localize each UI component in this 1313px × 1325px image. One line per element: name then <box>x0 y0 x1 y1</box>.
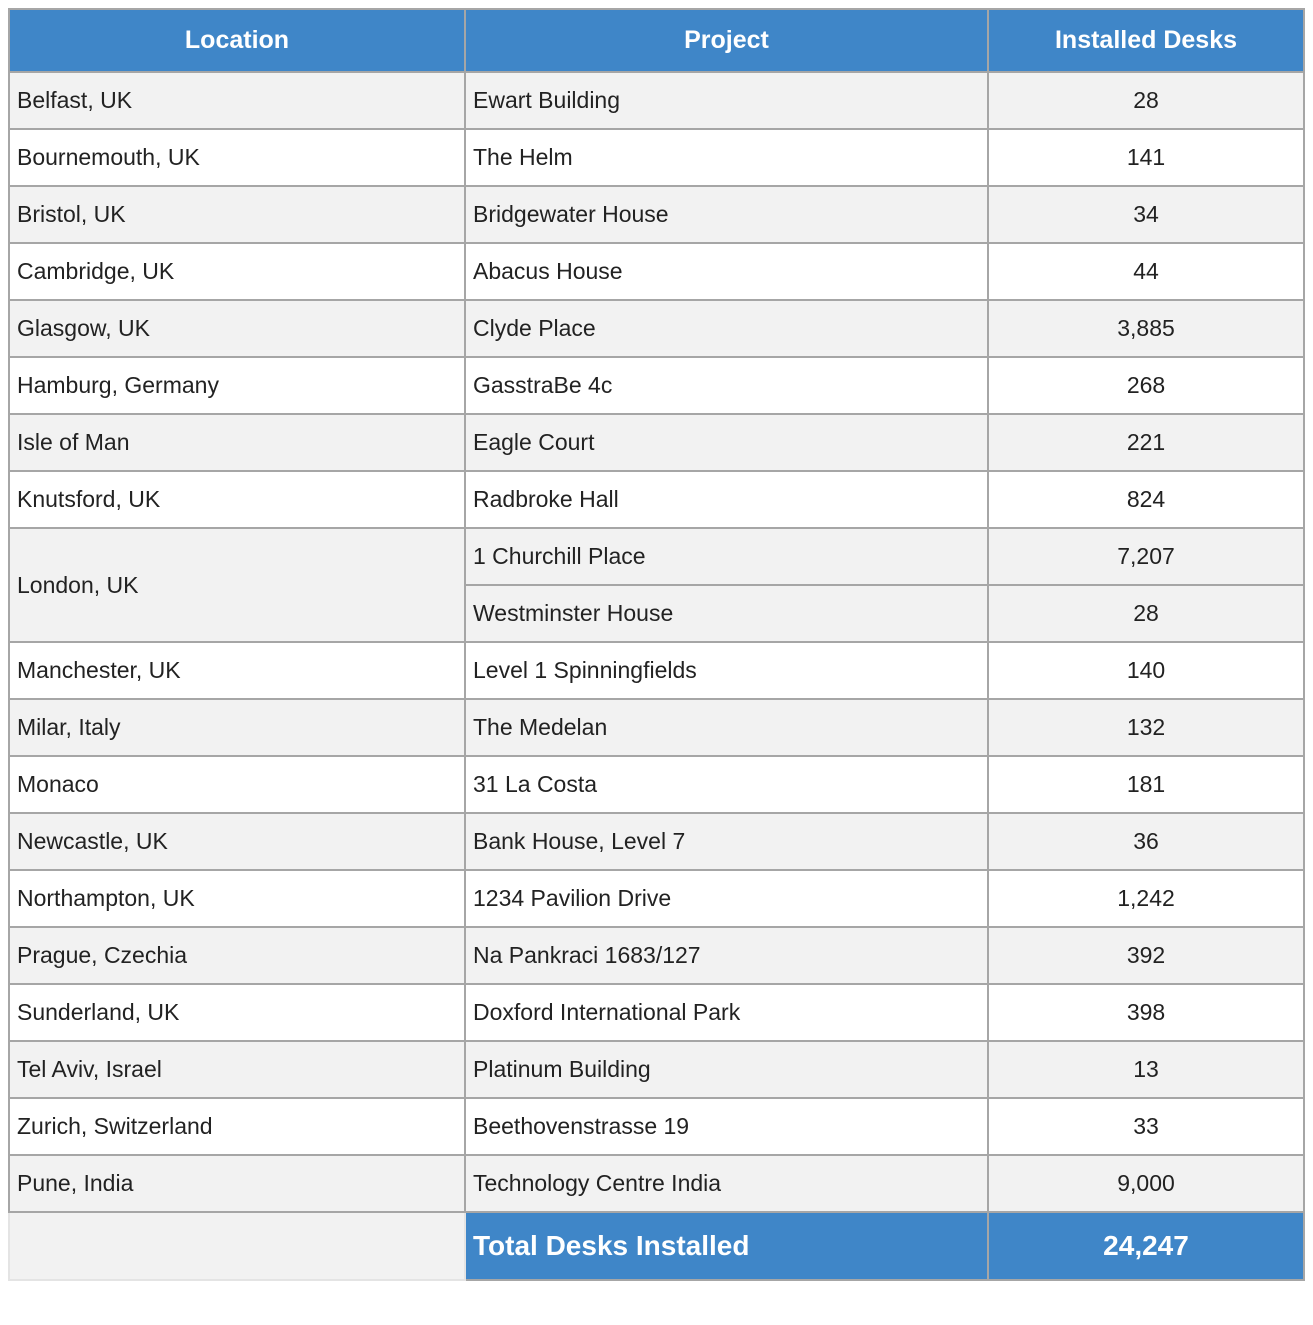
desks-cell: 7,207 <box>987 527 1305 586</box>
total-value: 24,247 <box>987 1211 1305 1281</box>
desks-cell: 36 <box>987 812 1305 871</box>
project-cell: Bank House, Level 7 <box>464 812 989 871</box>
header-row: Location Project Installed Desks <box>8 8 1305 73</box>
desks-cell: 3,885 <box>987 299 1305 358</box>
project-cell: Beethovenstrasse 19 <box>464 1097 989 1156</box>
empty-cell <box>8 1211 466 1281</box>
table-row: Cambridge, UK Abacus House 44 <box>8 242 1305 301</box>
desks-cell: 392 <box>987 926 1305 985</box>
project-cell: Platinum Building <box>464 1040 989 1099</box>
location-cell: Northampton, UK <box>8 869 466 928</box>
table-row: Hamburg, Germany GasstraBe 4c 268 <box>8 356 1305 415</box>
location-cell: Cambridge, UK <box>8 242 466 301</box>
desks-cell: 221 <box>987 413 1305 472</box>
desks-cell: 1,242 <box>987 869 1305 928</box>
table-row: Newcastle, UK Bank House, Level 7 36 <box>8 812 1305 871</box>
desks-cell: 141 <box>987 128 1305 187</box>
desks-cell: 28 <box>987 71 1305 130</box>
desks-cell: 824 <box>987 470 1305 529</box>
desks-cell: 181 <box>987 755 1305 814</box>
project-cell: 31 La Costa <box>464 755 989 814</box>
table-row: Isle of Man Eagle Court 221 <box>8 413 1305 472</box>
table-row: London, UK 1 Churchill Place 7,207 <box>8 527 1305 643</box>
project-cell: Level 1 Spinningfields <box>464 641 989 700</box>
location-cell: Manchester, UK <box>8 641 466 700</box>
project-cell: Doxford International Park <box>464 983 989 1042</box>
location-cell: Pune, India <box>8 1154 466 1213</box>
total-label: Total Desks Installed <box>464 1211 989 1281</box>
header-cell: Installed Desks <box>987 8 1305 73</box>
total-row: Total Desks Installed 24,247 <box>8 1211 1305 1281</box>
location-cell: Monaco <box>8 755 466 814</box>
location-cell: Hamburg, Germany <box>8 356 466 415</box>
project-cell: Radbroke Hall <box>464 470 989 529</box>
table-row: Bournemouth, UK The Helm 141 <box>8 128 1305 187</box>
table-row: Sunderland, UK Doxford International Park… <box>8 983 1305 1042</box>
table-row: Manchester, UK Level 1 Spinningfields 140 <box>8 641 1305 700</box>
table-row: Milar, Italy The Medelan 132 <box>8 698 1305 757</box>
project-cell: 1234 Pavilion Drive <box>464 869 989 928</box>
location-cell: Prague, Czechia <box>8 926 466 985</box>
desks-cell: 34 <box>987 185 1305 244</box>
location-cell: Bournemouth, UK <box>8 128 466 187</box>
desks-cell: 140 <box>987 641 1305 700</box>
location-cell: Zurich, Switzerland <box>8 1097 466 1156</box>
location-cell: Glasgow, UK <box>8 299 466 358</box>
location-cell: Tel Aviv, Israel <box>8 1040 466 1099</box>
project-cell: Westminster House <box>464 584 989 643</box>
project-cell: Eagle Court <box>464 413 989 472</box>
table-row: Northampton, UK 1234 Pavilion Drive 1,242 <box>8 869 1305 928</box>
location-cell: Milar, Italy <box>8 698 466 757</box>
header-cell: Project <box>464 8 989 73</box>
project-cell: GasstraBe 4c <box>464 356 989 415</box>
header-cell: Location <box>8 8 466 73</box>
table-row: Westminster House 28 <box>9 584 1305 643</box>
location-cell: Knutsford, UK <box>8 470 466 529</box>
table-row: Bristol, UK Bridgewater House 34 <box>8 185 1305 244</box>
desks-cell: 44 <box>987 242 1305 301</box>
location-cell: Belfast, UK <box>8 71 466 130</box>
project-cell: 1 Churchill Place <box>464 527 989 586</box>
desks-cell: 9,000 <box>987 1154 1305 1213</box>
location-cell: Sunderland, UK <box>8 983 466 1042</box>
table-row: Prague, Czechia Na Pankraci 1683/127 392 <box>8 926 1305 985</box>
location-cell: Bristol, UK <box>8 185 466 244</box>
project-cell: Ewart Building <box>464 71 989 130</box>
project-cell: Abacus House <box>464 242 989 301</box>
desks-cell: 268 <box>987 356 1305 415</box>
table-body: Belfast, UK Ewart Building 28 Bournemouth, … <box>8 71 1305 1213</box>
project-cell: Bridgewater House <box>464 185 989 244</box>
location-cell: Isle of Man <box>8 413 466 472</box>
table-row: Zurich, Switzerland Beethovenstrasse 19 33 <box>8 1097 1305 1156</box>
desks-cell: 13 <box>987 1040 1305 1099</box>
table-row: Tel Aviv, Israel Platinum Building 13 <box>8 1040 1305 1099</box>
table-row: Glasgow, UK Clyde Place 3,885 <box>8 299 1305 358</box>
table-row: Knutsford, UK Radbroke Hall 824 <box>8 470 1305 529</box>
desks-cell: 132 <box>987 698 1305 757</box>
desks-table: Location Project Installed Desks Belfast… <box>8 8 1305 1281</box>
desks-cell: 28 <box>987 584 1305 643</box>
project-cell: Na Pankraci 1683/127 <box>464 926 989 985</box>
location-cell: Newcastle, UK <box>8 812 466 871</box>
desks-cell: 398 <box>987 983 1305 1042</box>
project-cell: Clyde Place <box>464 299 989 358</box>
table-row: Pune, India Technology Centre India 9,000 <box>8 1154 1305 1213</box>
project-cell: Technology Centre India <box>464 1154 989 1213</box>
desks-cell: 33 <box>987 1097 1305 1156</box>
table-row: Belfast, UK Ewart Building 28 <box>8 71 1305 130</box>
location-cell: London, UK <box>8 527 466 643</box>
project-cell: The Helm <box>464 128 989 187</box>
project-cell: The Medelan <box>464 698 989 757</box>
table-row: Monaco 31 La Costa 181 <box>8 755 1305 814</box>
